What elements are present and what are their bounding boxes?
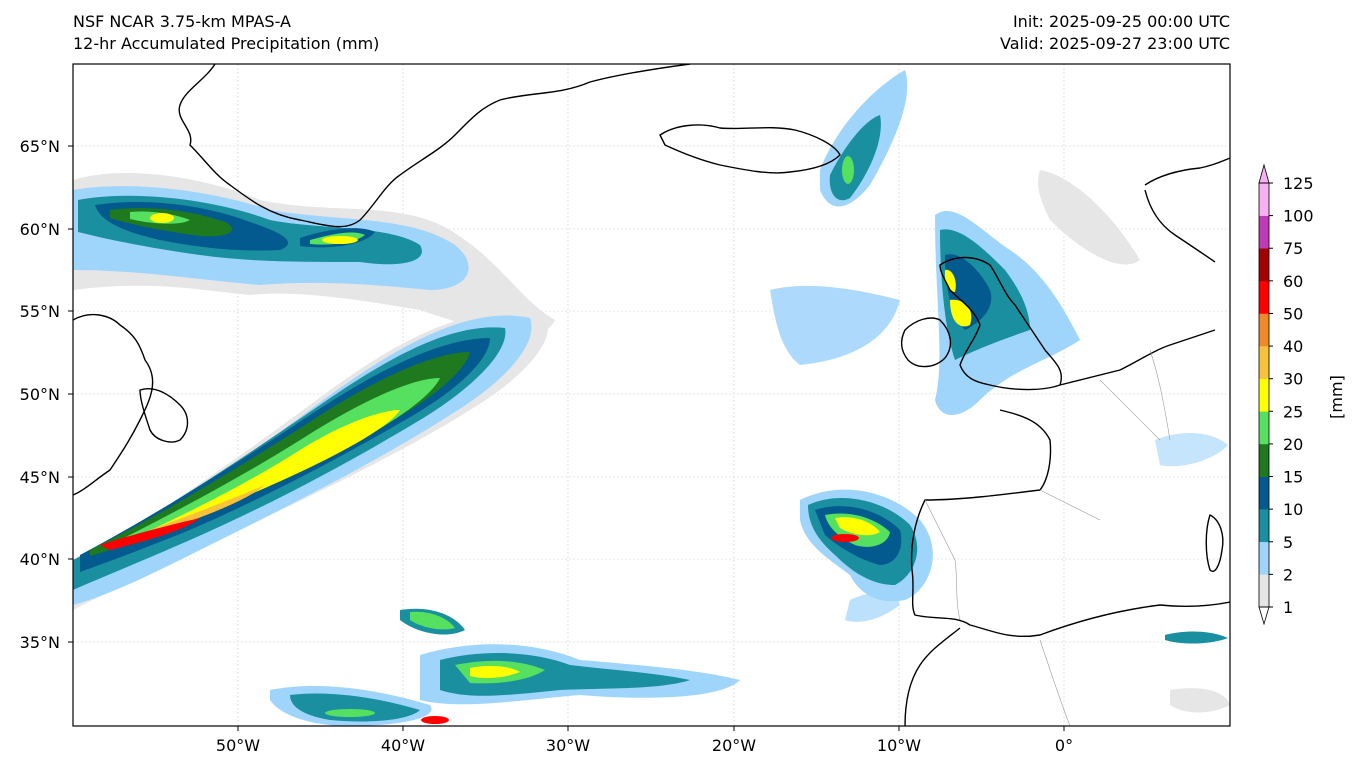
- colorbar-tick-label: 30: [1283, 370, 1303, 389]
- colorbar-tick-label: 40: [1283, 337, 1303, 356]
- valid-time: Valid: 2025-09-27 23:00 UTC: [999, 34, 1230, 53]
- colorbar-segment: [1259, 346, 1269, 379]
- colorbar-segment: [1259, 476, 1269, 510]
- lon-label-30w: 30°W: [546, 736, 590, 755]
- colorbar-segment: [1259, 183, 1269, 216]
- lat-label-50n: 50°N: [20, 385, 60, 404]
- lat-label-35n: 35°N: [20, 633, 60, 652]
- country-borders: [924, 349, 1171, 726]
- colorbar-tick-label: 20: [1283, 435, 1303, 454]
- longitude-axis: 50°W 40°W 30°W 20°W 10°W 0°: [216, 726, 1073, 755]
- lat-label-40n: 40°N: [20, 550, 60, 569]
- lat-label-45n: 45°N: [20, 468, 60, 487]
- colorbar-segment: [1259, 378, 1269, 412]
- sardinia-corsica-coast: [1205, 514, 1224, 572]
- colorbar-segments: [1259, 183, 1269, 608]
- colorbar-under-arrow: [1258, 606, 1270, 626]
- colorbar-tick-label: 1: [1283, 598, 1293, 617]
- scandinavia-coast: [1144, 157, 1230, 263]
- field-name: 12-hr Accumulated Precipitation (mm): [73, 34, 380, 53]
- colorbar-tick-label: 60: [1283, 272, 1303, 291]
- greenland-coast: [178, 64, 691, 228]
- init-time: Init: 2025-09-25 00:00 UTC: [1012, 12, 1230, 31]
- iceland-coast: [659, 124, 841, 174]
- colorbar-segment: [1259, 443, 1269, 477]
- colorbar-frame: [1258, 182, 1270, 608]
- ireland-coast: [900, 317, 952, 368]
- colorbar-tick-label: 50: [1283, 304, 1303, 323]
- colorbar-tick-label: 10: [1283, 500, 1303, 519]
- map-plot-area: [73, 64, 1230, 726]
- lon-label-20w: 20°W: [712, 736, 756, 755]
- europe-coast: [910, 329, 1230, 638]
- colorbar-tick-label: 15: [1283, 468, 1303, 487]
- coastlines: [73, 64, 1230, 726]
- colorbar-label: [mm]: [1327, 375, 1346, 419]
- model-name: NSF NCAR 3.75-km MPAS-A: [73, 12, 291, 31]
- lat-label-65n: 65°N: [20, 137, 60, 156]
- colorbar-segment: [1259, 411, 1269, 445]
- colorbar-over-arrow: [1258, 163, 1270, 184]
- map-title: NSF NCAR 3.75-km MPAS-A 12-hr Accumulate…: [73, 11, 379, 55]
- latitude-axis: 65°N 60°N 55°N 50°N 45°N 40°N 35°N: [20, 137, 73, 652]
- colorbar-segment: [1259, 313, 1269, 347]
- lat-label-55n: 55°N: [20, 302, 60, 321]
- colorbar-tick-label: 5: [1283, 533, 1293, 552]
- newfoundland-coast: [139, 388, 189, 443]
- great-britain-coast: [939, 256, 1062, 391]
- lon-label-10w: 10°W: [877, 736, 921, 755]
- map-frame: [72, 63, 1231, 727]
- lon-label-40w: 40°W: [381, 736, 425, 755]
- time-info: Init: 2025-09-25 00:00 UTC Valid: 2025-0…: [1000, 11, 1230, 55]
- precipitation-field: [73, 70, 1230, 726]
- north-america-coast: [73, 313, 154, 496]
- colorbar-tick-label: 2: [1283, 565, 1293, 584]
- colorbar-segment: [1259, 215, 1269, 249]
- colorbar-segment: [1259, 541, 1269, 575]
- lon-label-0: 0°: [1055, 736, 1073, 755]
- colorbar-segment: [1259, 509, 1269, 543]
- lat-label-60n: 60°N: [20, 220, 60, 239]
- colorbar-tick-label: 100: [1283, 207, 1314, 226]
- colorbar-segment: [1259, 574, 1269, 608]
- colorbar-tick-label: 125: [1283, 174, 1314, 193]
- colorbar-segment: [1259, 280, 1269, 314]
- africa-coast: [904, 627, 961, 726]
- colorbar-tick-label: 75: [1283, 239, 1303, 258]
- colorbar-segment: [1259, 248, 1269, 282]
- lon-label-50w: 50°W: [216, 736, 260, 755]
- colorbar-tick-label: 25: [1283, 402, 1303, 421]
